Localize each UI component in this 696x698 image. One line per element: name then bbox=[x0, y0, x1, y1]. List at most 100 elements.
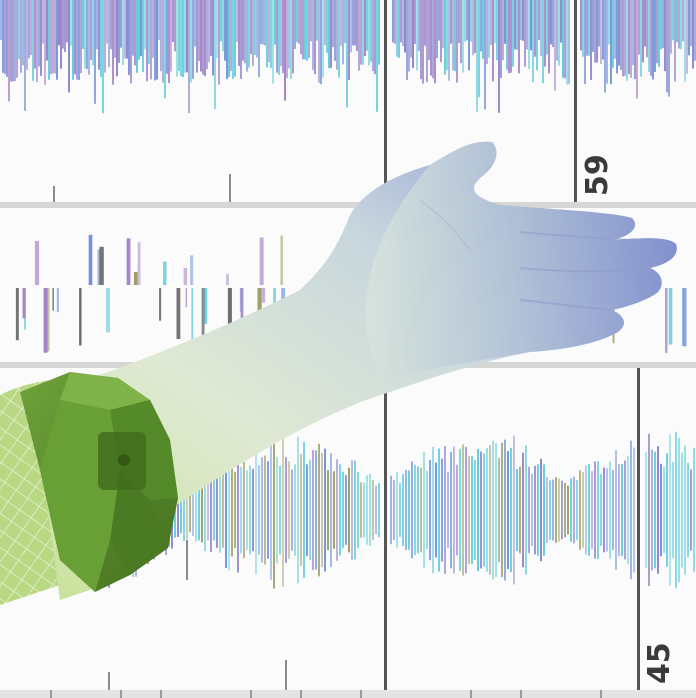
waveform-bar bbox=[250, 0, 252, 55]
hand-arm bbox=[40, 141, 677, 600]
waveform-bar bbox=[675, 431, 677, 589]
waveform-bar bbox=[243, 462, 245, 559]
waveform-bar bbox=[198, 479, 200, 541]
waveform-bar bbox=[351, 460, 353, 560]
waveform-bar bbox=[428, 0, 430, 61]
waveform-bar bbox=[558, 478, 560, 542]
waveform-bar bbox=[598, 0, 600, 47]
waveform-bar bbox=[462, 0, 464, 73]
waveform-bar bbox=[624, 460, 626, 560]
waveform-bar bbox=[40, 0, 42, 76]
waveform-bar bbox=[290, 0, 292, 79]
waveform-bar bbox=[246, 0, 248, 72]
axis-tick bbox=[250, 690, 252, 698]
waveform-bar bbox=[144, 0, 146, 50]
waveform-spike bbox=[665, 288, 668, 353]
waveform-bar bbox=[502, 0, 504, 61]
waveform-bar bbox=[552, 479, 554, 541]
waveform-bar bbox=[560, 0, 562, 43]
waveform-bar bbox=[566, 0, 568, 85]
waveform-bar bbox=[248, 0, 250, 68]
waveform-bar bbox=[568, 0, 570, 84]
waveform-bar bbox=[50, 0, 52, 75]
tick-mark bbox=[186, 540, 188, 580]
waveform-bar bbox=[648, 0, 650, 72]
waveform-bar bbox=[64, 0, 66, 52]
waveform-bar bbox=[294, 0, 296, 49]
waveform-bar bbox=[483, 453, 485, 567]
waveform-bar bbox=[224, 0, 226, 61]
waveform-bar bbox=[52, 0, 54, 74]
waveform-bar bbox=[252, 468, 254, 552]
waveform-bar bbox=[266, 0, 268, 68]
waveform-bar bbox=[194, 0, 196, 47]
waveform-bar bbox=[646, 0, 648, 58]
waveform-bar bbox=[591, 471, 593, 549]
waveform-bar bbox=[537, 464, 539, 556]
waveform-bar bbox=[390, 475, 392, 545]
waveform-bar bbox=[30, 0, 32, 55]
waveform-spike bbox=[185, 288, 188, 308]
waveform-bar bbox=[465, 446, 467, 574]
waveform-spike bbox=[34, 240, 40, 285]
waveform-bar bbox=[354, 460, 356, 560]
waveform-bar bbox=[684, 0, 686, 82]
waveform-bar bbox=[288, 461, 290, 559]
waveform-bar bbox=[122, 0, 124, 65]
waveform-bar bbox=[480, 451, 482, 569]
waveform-bar bbox=[196, 0, 198, 73]
waveform-bar bbox=[346, 0, 348, 108]
waveform-bar bbox=[78, 0, 80, 80]
waveform-bar bbox=[309, 459, 311, 561]
waveform-bar bbox=[188, 0, 190, 113]
waveform-bar bbox=[440, 0, 442, 63]
tick-mark bbox=[229, 174, 231, 202]
waveform-spike bbox=[201, 288, 205, 336]
waveform-bar bbox=[614, 0, 616, 59]
waveform-bar bbox=[658, 0, 660, 67]
waveform-bar bbox=[429, 459, 431, 561]
waveform-bar bbox=[652, 0, 654, 80]
waveform-bar bbox=[116, 0, 118, 77]
waveform-spike bbox=[176, 288, 181, 339]
waveform-bar bbox=[342, 0, 344, 65]
waveform-spike bbox=[126, 238, 131, 285]
waveform-bar bbox=[28, 0, 30, 59]
waveform-bar bbox=[372, 0, 374, 72]
waveform-bar bbox=[420, 0, 422, 80]
waveform-bar bbox=[370, 0, 372, 62]
waveform-bar bbox=[376, 0, 378, 112]
waveform-bar bbox=[448, 0, 450, 81]
waveform-bar bbox=[80, 0, 82, 74]
waveform-bar bbox=[68, 0, 70, 93]
waveform-bar bbox=[596, 0, 598, 63]
waveform-bar bbox=[38, 0, 40, 67]
waveform-spike bbox=[97, 249, 101, 285]
tick-mark bbox=[285, 660, 287, 690]
waveform-bar bbox=[518, 0, 520, 74]
waveform-bar bbox=[312, 450, 314, 571]
waveform-bar bbox=[498, 458, 500, 562]
waveform-bar bbox=[552, 0, 554, 48]
axis-tick bbox=[160, 690, 162, 698]
waveform-bar bbox=[314, 0, 316, 75]
waveform-bar bbox=[676, 0, 678, 43]
tick-mark bbox=[53, 186, 55, 202]
waveform-bar bbox=[70, 0, 72, 46]
waveform-bar bbox=[6, 0, 8, 77]
waveform-bar bbox=[510, 447, 512, 573]
waveform-bar bbox=[324, 0, 326, 46]
waveform-bar bbox=[332, 0, 334, 48]
waveform-bar bbox=[548, 0, 550, 74]
waveform-bar bbox=[318, 443, 320, 577]
waveform-bar bbox=[56, 0, 58, 80]
waveform-bar bbox=[543, 464, 545, 556]
waveform-bar bbox=[644, 0, 646, 47]
waveform-bar bbox=[0, 0, 2, 40]
waveform-bar bbox=[336, 459, 338, 561]
waveform-bar bbox=[326, 0, 328, 53]
axis-tick bbox=[520, 690, 522, 698]
waveform-bar bbox=[456, 0, 458, 83]
waveform-bar bbox=[546, 477, 548, 543]
